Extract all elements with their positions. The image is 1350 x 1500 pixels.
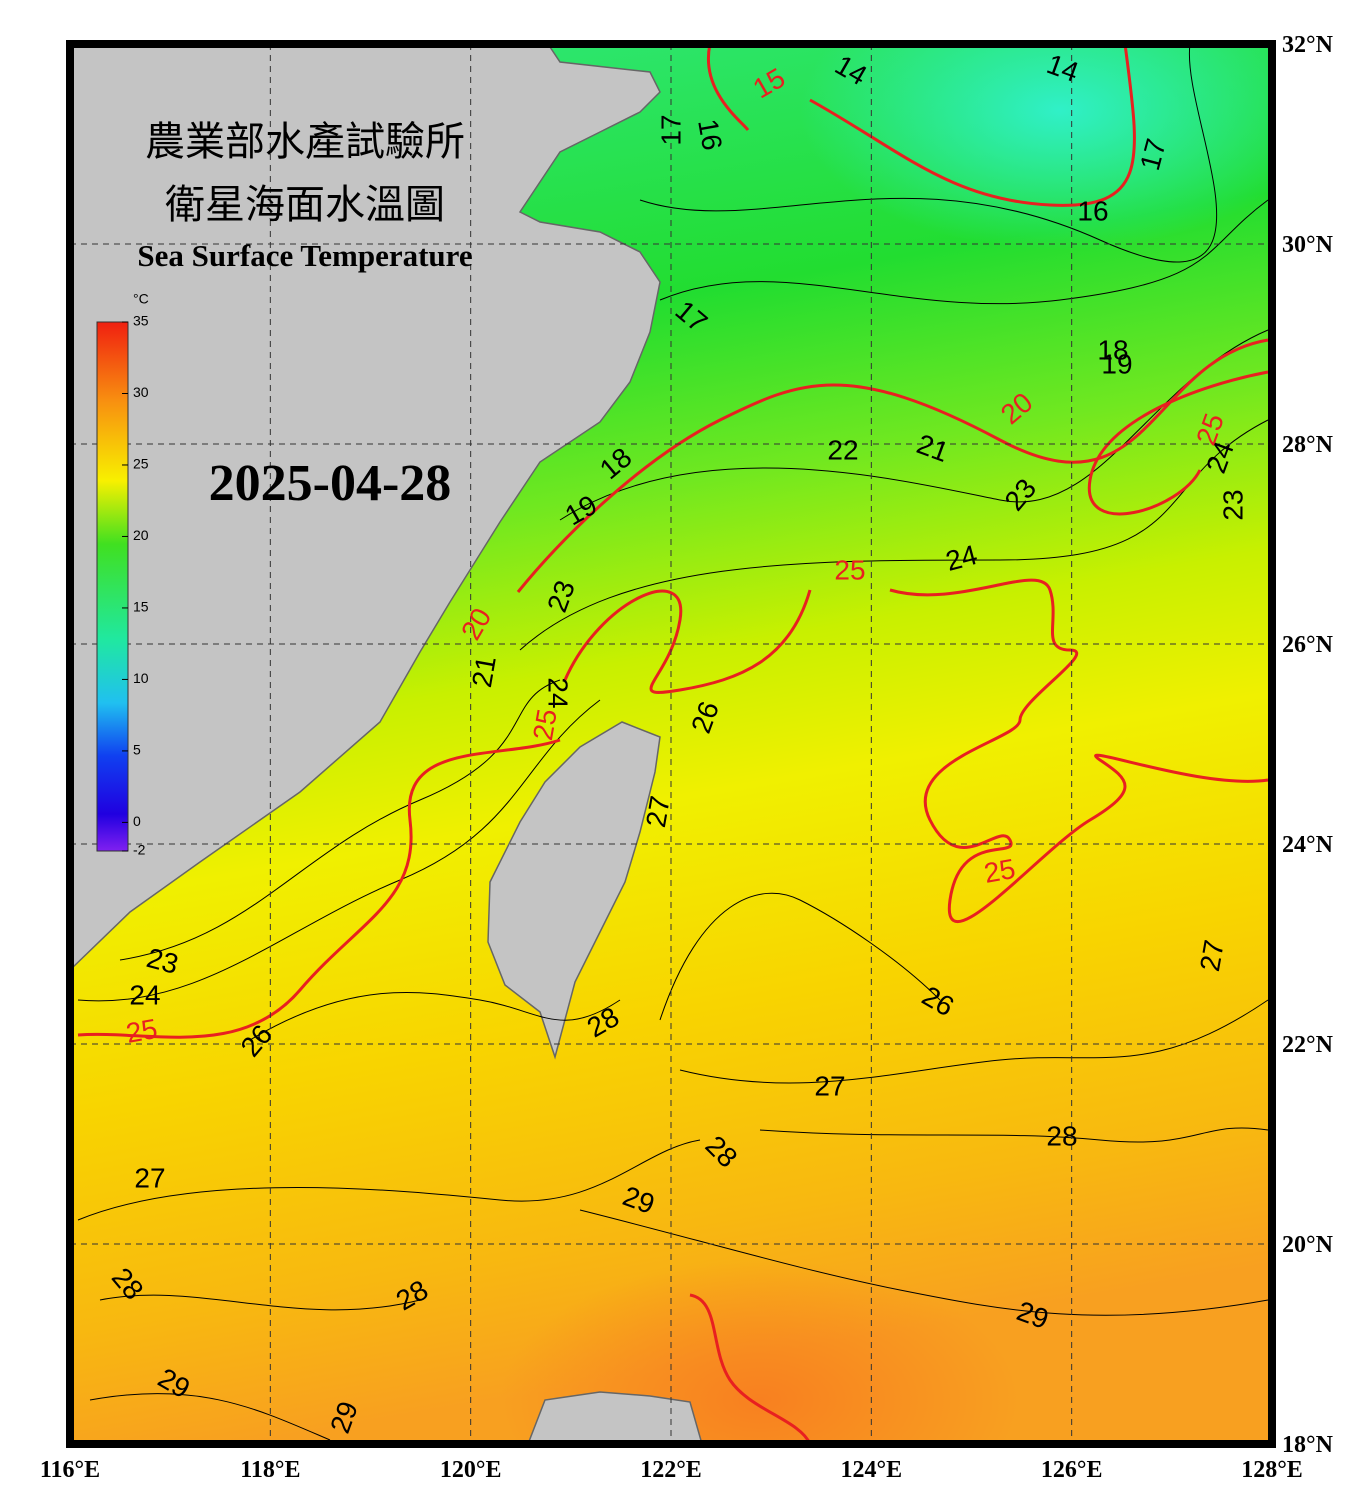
lon-label: 120°E xyxy=(440,1457,502,1483)
contour-label: 27 xyxy=(134,1162,165,1193)
contour-label: 28 xyxy=(1046,1120,1077,1151)
lon-label: 128°E xyxy=(1241,1457,1303,1483)
colorbar-tick-label: -2 xyxy=(133,842,146,858)
contour-label: 19 xyxy=(1101,348,1132,379)
lat-label: 26°N xyxy=(1282,632,1334,658)
isotherms-5deg xyxy=(77,44,1269,1444)
lat-label: 28°N xyxy=(1282,432,1334,458)
lat-label: 32°N xyxy=(1282,32,1334,58)
subtitle: Sea Surface Temperature xyxy=(137,238,472,273)
contour-label: 25 xyxy=(982,853,1018,889)
contour-label: 17 xyxy=(655,114,686,145)
contour-label: 23 xyxy=(1217,489,1248,520)
colorbar-tick-label: 20 xyxy=(133,527,149,543)
map-frame xyxy=(66,40,1276,1448)
contour-label: 27 xyxy=(814,1070,845,1101)
title-line: 衛星海面水溫圖 xyxy=(165,182,445,228)
colorbar-tick-label: 0 xyxy=(133,813,141,829)
isotherms xyxy=(77,44,1269,1441)
contour-label: 27 xyxy=(1194,938,1230,974)
contour-label: 25 xyxy=(527,707,563,743)
contour-label: 27 xyxy=(640,794,676,830)
contour-label: 18 xyxy=(1097,334,1128,365)
lon-label: 122°E xyxy=(640,1457,702,1483)
contour-label: 21 xyxy=(466,654,502,690)
lon-label: 124°E xyxy=(841,1457,903,1483)
lon-label: 118°E xyxy=(240,1457,300,1483)
contour-label: 16 xyxy=(692,117,728,153)
title: 農業部水產試驗所 衛星海面水溫圖 xyxy=(145,119,465,228)
lat-label: 18°N xyxy=(1282,1432,1334,1458)
axes: 116°E 118°E 120°E 122°E 124°E 126°E 128°E 32°N 3… xyxy=(40,32,1334,1483)
colorbar-tick-label: 15 xyxy=(133,599,149,615)
title-line: 農業部水產試驗所 xyxy=(145,119,465,165)
colorbar-tick-label: 5 xyxy=(133,742,141,758)
contour-label: 22 xyxy=(827,434,858,465)
colorbar-tick-label: 35 xyxy=(133,313,149,329)
contour-label: 24 xyxy=(543,677,574,708)
date: 2025-04-28 xyxy=(209,455,452,512)
lon-label: 126°E xyxy=(1041,1457,1103,1483)
colorbar-tick-label: 10 xyxy=(133,670,149,686)
contour-label: 25 xyxy=(124,1013,160,1049)
contour-label: 16 xyxy=(1077,195,1108,226)
china-land xyxy=(70,44,661,972)
lat-label: 24°N xyxy=(1282,832,1334,858)
colorbar xyxy=(96,321,129,852)
colorbar-unit: °C xyxy=(133,291,149,307)
colorbar-tick-label: 25 xyxy=(133,456,149,472)
graticule xyxy=(70,44,1272,1444)
lon-label: 116°E xyxy=(40,1457,100,1483)
contour-label: 25 xyxy=(834,554,865,585)
contour-label: 24 xyxy=(129,979,160,1010)
luzon xyxy=(527,1391,703,1444)
lat-label: 22°N xyxy=(1282,1032,1334,1058)
colorbar-tick-label: 30 xyxy=(133,384,149,400)
taiwan xyxy=(487,721,661,1060)
lat-label: 20°N xyxy=(1282,1232,1334,1258)
lat-label: 30°N xyxy=(1282,232,1334,258)
